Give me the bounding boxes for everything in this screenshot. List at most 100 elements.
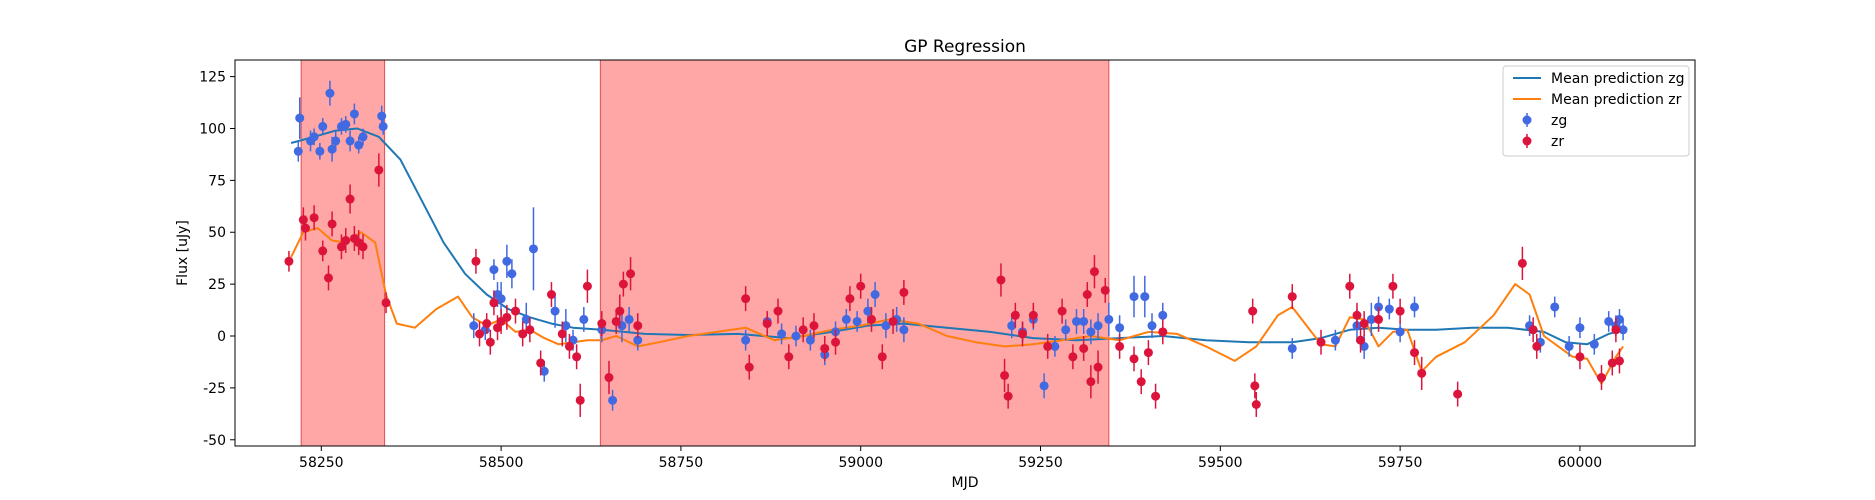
data-point-zg <box>1604 316 1614 326</box>
data-point-zr <box>381 298 391 308</box>
data-point-zg <box>1158 310 1168 320</box>
data-point-zg <box>1086 327 1096 337</box>
data-point-zr <box>1345 281 1355 291</box>
data-point-zr <box>298 215 308 225</box>
data-point-zg <box>315 146 325 156</box>
data-point-zr <box>1089 267 1099 277</box>
data-point-zr <box>744 362 754 372</box>
data-point-zr <box>327 219 337 229</box>
data-point-zr <box>1453 389 1463 399</box>
data-point-zr <box>582 281 592 291</box>
data-point-zg <box>899 325 909 335</box>
data-point-zg <box>608 395 618 405</box>
x-tick-label: 59000 <box>838 455 883 471</box>
data-point-zr <box>345 194 355 204</box>
data-point-zr <box>1374 314 1384 324</box>
data-point-zr <box>798 325 808 335</box>
legend-box <box>1502 65 1690 157</box>
data-point-zg <box>318 121 328 131</box>
data-point-zg <box>1071 316 1081 326</box>
data-point-zr <box>572 352 582 362</box>
axes: 58250 58500 58750 59000 59250 59500 59750 60000… <box>199 70 1602 471</box>
data-point-zr <box>1043 341 1053 351</box>
y-tick-label: 0 <box>217 329 226 345</box>
data-point-zg <box>502 256 512 266</box>
shaded-region-2 <box>599 59 1110 447</box>
x-tick-label: 59250 <box>1018 455 1063 471</box>
data-point-zr <box>1093 362 1103 372</box>
data-point-zg <box>378 121 388 131</box>
data-point-zr <box>1158 327 1168 337</box>
data-point-zr <box>575 395 585 405</box>
legend-entry-label: Mean prediction zr <box>1551 92 1682 108</box>
data-point-zr <box>597 319 607 329</box>
data-point-zr <box>877 352 887 362</box>
legend-point-swatch <box>1522 136 1532 146</box>
data-point-zr <box>1010 310 1020 320</box>
y-axis-label: Flux [uJy] <box>175 220 191 286</box>
data-point-zr <box>1151 391 1161 401</box>
data-point-zg <box>377 111 387 121</box>
data-point-zr <box>1597 373 1607 383</box>
data-point-zr <box>1287 292 1297 302</box>
data-point-zr <box>485 337 495 347</box>
data-point-zg <box>507 269 517 279</box>
data-point-zr <box>899 287 909 297</box>
data-point-zg <box>469 321 479 331</box>
x-axis-label: MJD <box>952 475 979 491</box>
data-point-zg <box>1115 323 1125 333</box>
data-point-zg <box>841 314 851 324</box>
data-point-zg <box>1550 302 1560 312</box>
data-point-zg <box>496 294 506 304</box>
data-point-zg <box>331 136 341 146</box>
data-point-zr <box>1248 306 1258 316</box>
data-point-zr <box>856 281 866 291</box>
data-point-zr <box>1417 368 1427 378</box>
data-point-zr <box>831 337 841 347</box>
data-point-zr <box>1028 310 1038 320</box>
data-point-zr <box>489 298 499 308</box>
observation-points <box>284 80 1628 417</box>
data-point-zr <box>536 358 546 368</box>
data-point-zr <box>1057 306 1067 316</box>
data-point-zr <box>1100 285 1110 295</box>
data-point-zr <box>762 319 772 329</box>
data-point-zr <box>1316 337 1326 347</box>
x-tick-label: 58250 <box>299 455 344 471</box>
data-point-zg <box>1287 343 1297 353</box>
data-point-zr <box>525 325 535 335</box>
data-point-zr <box>1086 377 1096 387</box>
shaded-region-1 <box>300 59 386 447</box>
data-point-zg <box>327 144 337 154</box>
data-point-zr <box>1410 348 1420 358</box>
data-point-zr <box>1250 381 1260 391</box>
data-point-zg <box>1366 314 1376 324</box>
data-point-zr <box>741 294 751 304</box>
data-point-zr <box>1352 310 1362 320</box>
data-point-zr <box>1082 290 1092 300</box>
data-point-zr <box>1614 356 1624 366</box>
data-point-zg <box>1147 321 1157 331</box>
data-point-zr <box>502 312 512 322</box>
data-point-zr <box>546 290 556 300</box>
data-point-zg <box>579 314 589 324</box>
data-point-zg <box>1079 316 1089 326</box>
data-point-zg <box>1410 302 1420 312</box>
data-point-zg <box>521 314 531 324</box>
data-point-zg <box>1140 292 1150 302</box>
legend-entry-label: zg <box>1551 113 1567 129</box>
data-point-zr <box>358 242 368 252</box>
data-point-zr <box>867 314 877 324</box>
data-point-zg <box>1007 321 1017 331</box>
data-point-zr <box>1356 335 1366 345</box>
data-point-zr <box>633 321 643 331</box>
data-point-zg <box>633 335 643 345</box>
data-point-zg <box>852 316 862 326</box>
data-point-zr <box>475 329 485 339</box>
data-point-zg <box>345 136 355 146</box>
data-point-zg <box>528 244 538 254</box>
x-tick-label: 59500 <box>1198 455 1243 471</box>
data-point-zr <box>1018 329 1028 339</box>
data-point-zr <box>1251 399 1261 409</box>
data-point-zr <box>626 269 636 279</box>
